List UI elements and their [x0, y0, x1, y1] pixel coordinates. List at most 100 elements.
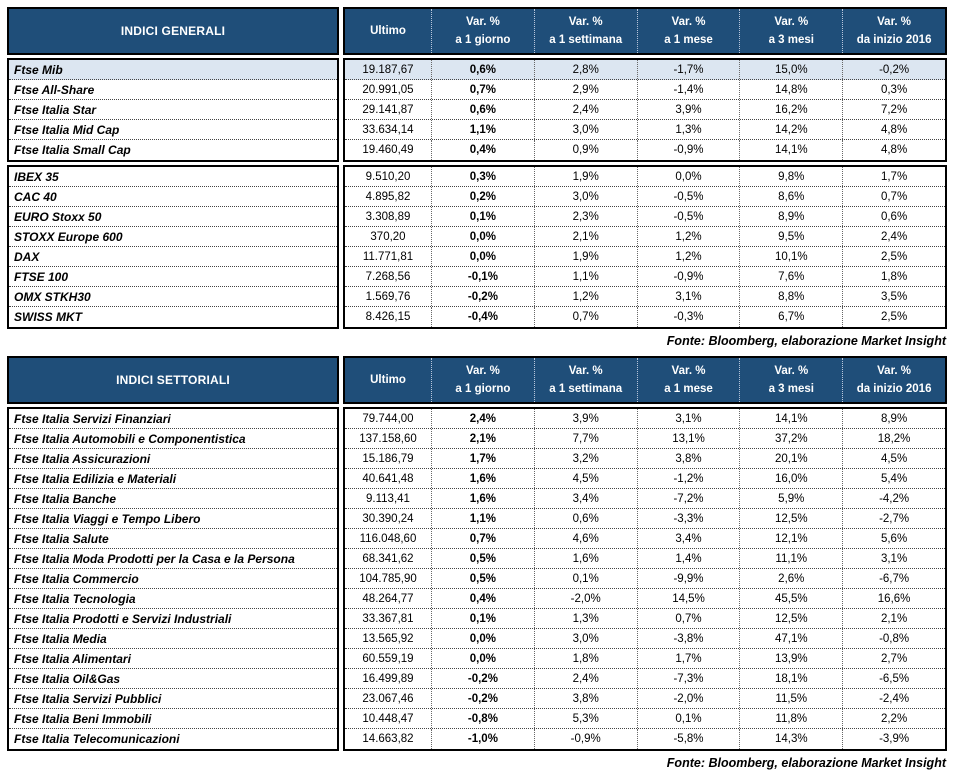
cell-var: 0,7% — [533, 307, 637, 327]
cell-var: -0,8% — [842, 629, 945, 648]
row-label-column: Ftse Italia Servizi Finanziari Ftse Itali… — [7, 407, 339, 751]
column-header-line1: Var. % — [568, 15, 603, 28]
cell-var: 1,8% — [533, 649, 637, 668]
cell-var: 0,7% — [431, 529, 534, 548]
row-label: SWISS MKT — [14, 310, 82, 324]
cell-ultimo: 23.067,46 — [362, 692, 414, 705]
cell-var: 4,6% — [533, 529, 637, 548]
cell-var: -1,2% — [636, 469, 740, 488]
column-header-line1: Var. % — [465, 15, 500, 28]
column-header-line2: a 1 settimana — [549, 383, 623, 395]
cell-var: 18,2% — [842, 429, 945, 448]
cell-var: -9,9% — [636, 569, 740, 588]
table-row: 48.264,77 0,4% -2,0% 14,5% 45,5% 16,6% — [345, 589, 945, 609]
cell-var: -0,4% — [431, 307, 534, 327]
cell-ultimo: 15.186,79 — [362, 452, 414, 465]
cell-var: 3,1% — [842, 549, 945, 568]
cell-var: -7,2% — [636, 489, 740, 508]
cell-var: -1,0% — [431, 729, 534, 749]
table-header: INDICI SETTORIALI Ultimo Var. % a 1 giorno… — [7, 356, 947, 404]
cell-var: 2,5% — [842, 307, 945, 327]
cell-var: 0,7% — [842, 187, 945, 206]
cell-var: -3,3% — [636, 509, 740, 528]
table-column-headers: Ultimo Var. % a 1 giorno Var. % a 1 settiman… — [343, 356, 947, 404]
row-label: Ftse Italia Commercio — [9, 569, 337, 589]
cell-ultimo: 10.448,47 — [362, 712, 414, 725]
cell-var: 0,1% — [533, 569, 637, 588]
column-header-line2: da inizio 2016 — [856, 34, 932, 46]
row-label: EURO Stoxx 50 — [9, 207, 337, 227]
row-group: Ftse Italia Servizi Finanziari Ftse Itali… — [7, 407, 947, 751]
cell-var: 11,1% — [739, 549, 842, 568]
column-header-line1: Var. % — [671, 15, 706, 28]
table-indici-generali: INDICI GENERALI Ultimo Var. % a 1 giorno Va… — [7, 7, 947, 349]
cell-ultimo: 48.264,77 — [362, 592, 414, 605]
cell-var: 0,0% — [636, 167, 740, 186]
column-header-line1: Ultimo — [370, 373, 406, 386]
cell-var: 1,2% — [636, 247, 740, 266]
cell-var: -1,7% — [636, 60, 740, 79]
cell-ultimo: 7.268,56 — [365, 270, 411, 283]
cell-ultimo: 68.341,62 — [362, 552, 414, 565]
cell-var: 0,1% — [636, 709, 740, 728]
cell-var: 0,2% — [431, 187, 534, 206]
cell-var: 14,1% — [739, 140, 842, 160]
cell-var: 4,8% — [842, 120, 945, 139]
cell-var: 1,9% — [533, 247, 637, 266]
table-title: INDICI SETTORIALI — [7, 356, 339, 404]
row-group: IBEX 35 CAC 40 EURO Stoxx 50 STOXX Europe 6… — [7, 165, 947, 329]
cell-var: -7,3% — [636, 669, 740, 688]
cell-var: 3,5% — [842, 287, 945, 306]
cell-ultimo: 33.634,14 — [362, 123, 414, 136]
cell-var: 1,9% — [533, 167, 637, 186]
cell-var: 7,2% — [842, 100, 945, 119]
table-row: 10.448,47 -0,8% 5,3% 0,1% 11,8% 2,2% — [345, 709, 945, 729]
table-row: 9.113,41 1,6% 3,4% -7,2% 5,9% -4,2% — [345, 489, 945, 509]
table-row: 137.158,60 2,1% 7,7% 13,1% 37,2% 18,2% — [345, 429, 945, 449]
cell-var: 47,1% — [739, 629, 842, 648]
table-header: INDICI GENERALI Ultimo Var. % a 1 giorno Va… — [7, 7, 947, 55]
cell-var: 0,0% — [431, 649, 534, 668]
cell-var: 2,6% — [739, 569, 842, 588]
cell-var: 1,3% — [533, 609, 637, 628]
cell-var: -3,9% — [842, 729, 945, 749]
cell-ultimo: 14.663,82 — [362, 733, 414, 745]
row-label: Ftse Italia Media — [9, 629, 337, 649]
cell-var: 0,3% — [842, 80, 945, 99]
table-row: 29.141,87 0,6% 2,4% 3,9% 16,2% 7,2% — [345, 100, 945, 120]
table-row: 9.510,20 0,3% 1,9% 0,0% 9,8% 1,7% — [345, 167, 945, 187]
cell-var: 12,5% — [739, 609, 842, 628]
row-label: Ftse Italia Automobili e Componentistica — [9, 429, 337, 449]
column-header-line2: a 3 mesi — [768, 34, 814, 46]
cell-var: 3,1% — [636, 409, 740, 428]
column-header-line2: a 3 mesi — [768, 383, 814, 395]
cell-var: 15,0% — [739, 60, 842, 79]
cell-ultimo: 9.510,20 — [365, 170, 411, 183]
cell-var: -2,7% — [842, 509, 945, 528]
cell-var: 18,1% — [739, 669, 842, 688]
cell-ultimo: 19.460,49 — [362, 144, 414, 156]
cell-var: -3,8% — [636, 629, 740, 648]
cell-var: 2,1% — [842, 609, 945, 628]
cell-var: 0,3% — [431, 167, 534, 186]
row-label: Ftse Italia Oil&Gas — [9, 669, 337, 689]
table-row: 3.308,89 0,1% 2,3% -0,5% 8,9% 0,6% — [345, 207, 945, 227]
cell-var: 12,5% — [739, 509, 842, 528]
cell-var: 1,1% — [533, 267, 637, 286]
cell-var: 16,0% — [739, 469, 842, 488]
cell-var: 9,8% — [739, 167, 842, 186]
cell-var: 16,6% — [842, 589, 945, 608]
cell-var: -0,2% — [842, 60, 945, 79]
cell-var: 2,1% — [431, 429, 534, 448]
cell-var: 1,7% — [842, 167, 945, 186]
cell-var: 0,1% — [431, 609, 534, 628]
cell-var: 7,7% — [533, 429, 637, 448]
cell-var: 3,9% — [533, 409, 637, 428]
cell-var: 12,1% — [739, 529, 842, 548]
row-label: Ftse Italia Alimentari — [9, 649, 337, 669]
cell-var: -0,5% — [636, 187, 740, 206]
source-note: Fonte: Bloomberg, elaborazione Market In… — [666, 756, 946, 770]
cell-var: -0,8% — [431, 709, 534, 728]
table-indici-settoriali: INDICI SETTORIALI Ultimo Var. % a 1 giorno… — [7, 356, 947, 771]
cell-ultimo: 79.744,00 — [362, 412, 414, 425]
